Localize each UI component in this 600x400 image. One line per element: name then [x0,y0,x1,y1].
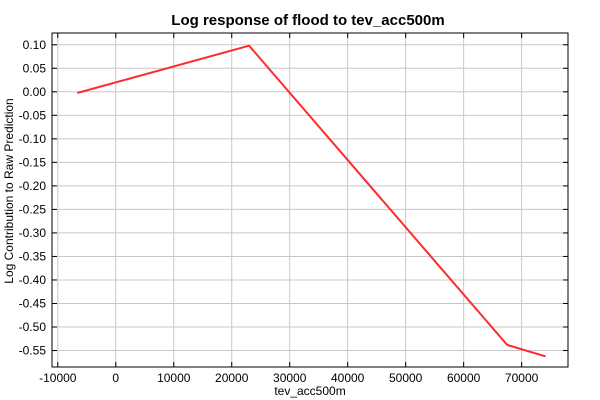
y-tick-label: -0.50 [19,320,47,334]
y-tick-label: -0.05 [19,108,47,122]
y-tick-label: -0.45 [19,296,47,310]
series-line [77,44,546,358]
chart-series [77,44,546,358]
x-tick-label: 10000 [157,371,191,385]
x-axis-label: tev_acc500m [274,384,345,398]
y-tick-label: -0.15 [19,155,47,169]
y-tick-label: -0.10 [19,132,47,146]
y-tick-label: -0.20 [19,179,47,193]
x-tick-label: 60000 [447,371,481,385]
x-tick-label: -10000 [39,371,77,385]
y-tick-label: -0.55 [19,344,47,358]
y-tick-label: 0.00 [23,85,47,99]
y-tick-label: 0.05 [23,61,47,75]
x-tick-label: 30000 [273,371,307,385]
x-tick-label: 50000 [389,371,423,385]
chart-axes: -10000 0 10000 20000 30000 40000 50000 60000 700… [19,33,568,385]
plot-area [51,32,569,368]
chart-grid [52,33,568,367]
x-tick-label: 20000 [215,371,249,385]
y-tick-label: -0.40 [19,273,47,287]
x-tick-label: 40000 [331,371,365,385]
y-tick-label: -0.35 [19,249,47,263]
x-tick-label: 70000 [505,371,539,385]
y-tick-label: 0.10 [23,38,47,52]
x-tick-label: 0 [112,371,119,385]
y-axis-label: Log Contribution to Raw Prediction [2,98,16,283]
y-tick-label: -0.30 [19,226,47,240]
chart-title: Log response of flood to tev_acc500m [171,12,444,29]
y-tick-label: -0.25 [19,202,47,216]
